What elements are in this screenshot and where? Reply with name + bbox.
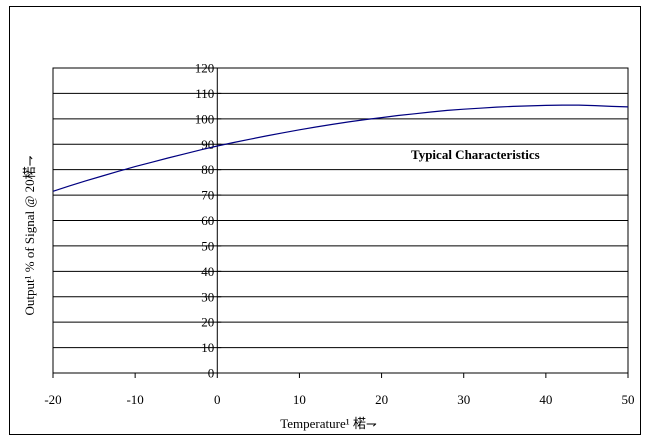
y-tick-label: 50 [201,238,214,253]
y-tick-label: 30 [201,289,214,304]
series-line [52,104,629,192]
x-tick-label: 20 [375,392,388,407]
y-tick-label: 80 [201,162,214,177]
x-tick-label: -20 [44,392,61,407]
y-tick-label: 100 [195,111,215,126]
x-axis-ticks: -20 -10 0 10 20 30 40 50 [44,373,635,407]
y-tick-label: 70 [201,188,214,203]
y-tick-label: 0 [208,366,215,381]
y-tick-label: 20 [201,315,214,330]
y-tick-label: 120 [195,61,215,76]
x-tick-label: 30 [457,392,470,407]
y-tick-label: 40 [201,264,214,279]
y-tick-label: 110 [195,86,214,101]
chart-annotation: Typical Characteristics [411,147,540,162]
y-axis-title: Output¹ % of Signal @ 20楉⇁ [22,155,37,315]
x-tick-label: 50 [622,392,635,407]
x-tick-label: 0 [214,392,221,407]
y-tick-label: 10 [201,340,214,355]
y-tick-label: 60 [201,213,214,228]
x-tick-label: -10 [126,392,143,407]
grid-lines [53,67,628,349]
x-tick-label: 10 [293,392,306,407]
x-axis-title: Temperature¹ 楉⇁ [280,416,377,431]
x-tick-label: 40 [539,392,552,407]
